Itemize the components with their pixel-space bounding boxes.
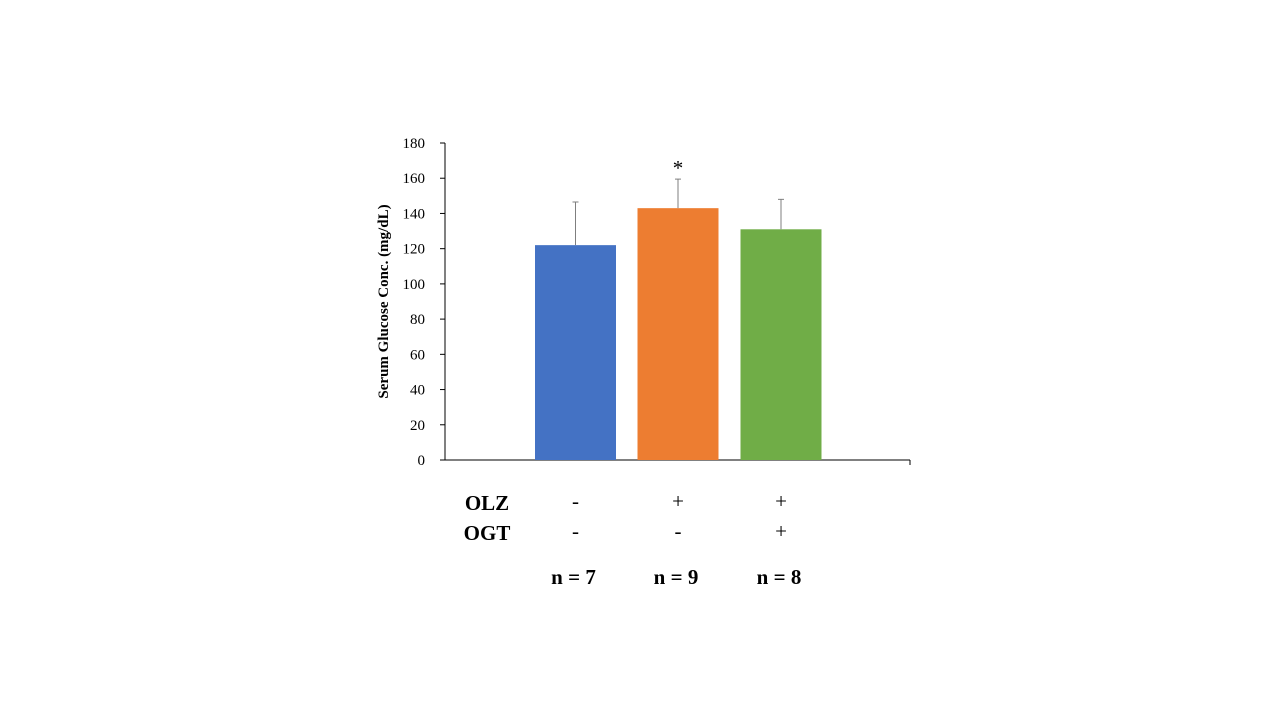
y-tick-label: 20 xyxy=(410,418,425,434)
treatment-cell: - xyxy=(572,489,579,513)
treatment-cell: + xyxy=(672,489,684,513)
y-tick-label: 0 xyxy=(418,453,426,469)
x-axis xyxy=(445,459,911,465)
y-tick-label: 100 xyxy=(403,277,426,293)
bar xyxy=(740,229,822,460)
treatment-cell: + xyxy=(775,519,787,543)
y-axis: 0 20 40 60 80 100 120 140 160 180 xyxy=(403,136,446,469)
sample-size-label: n = 7 xyxy=(551,565,596,589)
y-tick-label: 120 xyxy=(403,242,426,258)
bar xyxy=(637,208,719,460)
treatment-cell: - xyxy=(572,519,579,543)
y-tick-label: 80 xyxy=(410,312,425,328)
bar xyxy=(535,245,616,460)
treatment-row-label: OLZ xyxy=(465,491,509,515)
y-tick-label: 60 xyxy=(410,347,425,363)
sample-size-label: n = 8 xyxy=(757,565,802,589)
sample-size-label: n = 9 xyxy=(654,565,699,589)
y-tick-label: 180 xyxy=(403,136,426,152)
error-bars xyxy=(572,178,784,246)
significance-marker: * xyxy=(673,156,684,180)
treatment-table: OLZ - + + OGT - - + xyxy=(464,489,787,545)
y-tick-label: 140 xyxy=(403,206,426,222)
sample-size-row: n = 7 n = 9 n = 8 xyxy=(551,565,801,589)
treatment-cell: - xyxy=(675,519,682,543)
y-tick-label: 160 xyxy=(403,171,426,187)
treatment-row-label: OGT xyxy=(464,521,511,545)
y-tick-label: 40 xyxy=(410,383,425,399)
significance-markers: * xyxy=(673,156,684,180)
bars xyxy=(535,208,822,460)
treatment-cell: + xyxy=(775,489,787,513)
y-axis-label: Serum Glucose Conc. (mg/dL) xyxy=(376,204,392,398)
